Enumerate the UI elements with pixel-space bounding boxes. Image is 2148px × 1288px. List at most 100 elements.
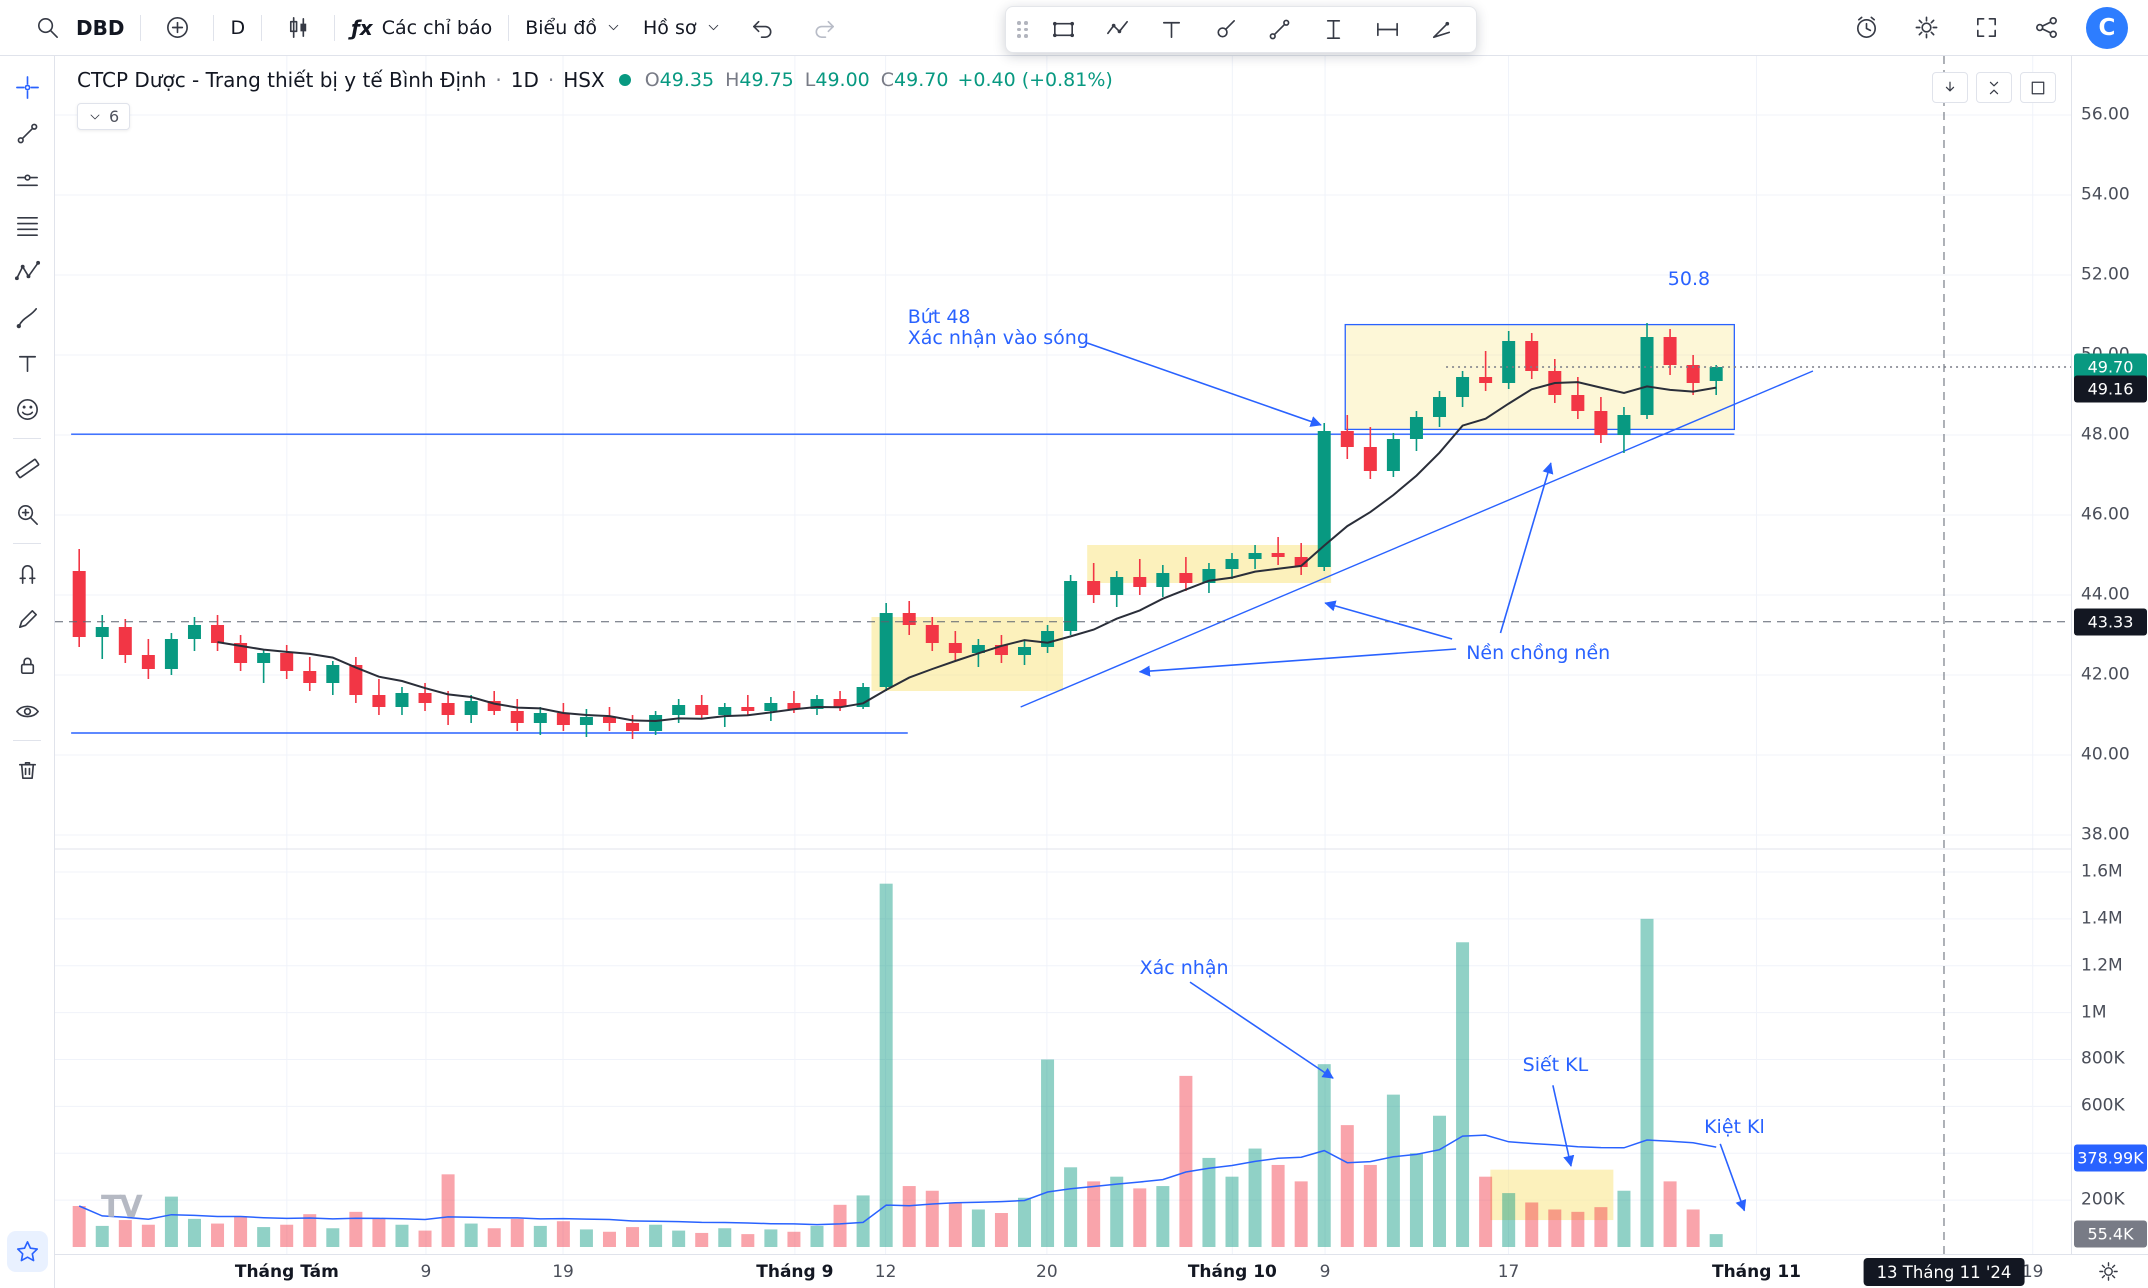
indicators-label: Các chỉ báo — [381, 16, 493, 39]
legend-title[interactable]: CTCP Dược - Trang thiết bị y tế Bình Địn… — [77, 68, 487, 92]
magnet-tool[interactable] — [5, 551, 49, 595]
chart-region: Bứt 48 Xác nhận vào sóng 50.8 Nền chồng nền… — [55, 56, 2148, 1288]
rectangle-tool[interactable] — [1036, 9, 1090, 50]
chevron-down-icon — [706, 20, 721, 35]
polyline-tool[interactable] — [1090, 9, 1144, 50]
freeform-tool[interactable] — [1414, 9, 1468, 50]
symbol-name: DBD — [76, 15, 125, 40]
toolbar-separator — [140, 14, 142, 41]
text-tool[interactable] — [5, 341, 49, 385]
sidebar-divider — [13, 543, 41, 544]
interval-button[interactable]: D — [219, 7, 256, 49]
fullscreen-button[interactable] — [1966, 8, 2006, 48]
plus-icon — [157, 8, 197, 48]
chevron-down-icon — [88, 110, 102, 124]
fullscreen-icon — [1973, 14, 2000, 41]
zoom-tool[interactable] — [5, 492, 49, 536]
time-tick: 19 — [2021, 1261, 2044, 1282]
fx-icon: ƒx — [351, 15, 373, 40]
candlestick-icon — [278, 8, 318, 48]
drawing-mode-tool[interactable] — [5, 597, 49, 641]
search-icon — [27, 8, 67, 48]
profile-button[interactable]: Hồ sơ — [632, 7, 731, 49]
toolbar-separator — [261, 14, 263, 41]
lock-drawings-tool[interactable] — [5, 643, 49, 687]
remove-drawings-tool[interactable] — [5, 748, 49, 792]
fib-retracement-tool[interactable] — [5, 203, 49, 247]
alert-clock-button[interactable] — [1846, 8, 1886, 48]
layout-label: Biểu đồ — [525, 16, 598, 39]
volume-tick: 1M — [2081, 1002, 2107, 1023]
crosshair-tool[interactable] — [5, 65, 49, 109]
account-avatar[interactable]: C — [2086, 6, 2128, 49]
legend-interval[interactable]: 1D — [510, 68, 539, 92]
pattern-tool[interactable] — [5, 249, 49, 293]
chart-legend: CTCP Dược - Trang thiết bị y tế Bình Địn… — [77, 68, 1113, 130]
time-tick: Tháng 9 — [756, 1261, 834, 1282]
time-tick: Tháng Tám — [234, 1261, 339, 1282]
measure-tool[interactable] — [1360, 9, 1414, 50]
legend-ohlc: O49.35 H49.75 L49.00 C49.70 — [644, 69, 949, 91]
gear-icon — [2097, 1260, 2120, 1283]
price-tick: 48.00 — [2081, 424, 2130, 445]
favorites-star-button[interactable] — [7, 1231, 48, 1272]
redo-button[interactable] — [794, 7, 856, 49]
arrow-down-icon — [1940, 78, 1960, 98]
time-tick: 17 — [1497, 1261, 1520, 1282]
time-axis[interactable]: 13 Tháng 11 '24 Tháng Tám 9 19 Tháng 9 12 20 T… — [55, 1254, 2148, 1288]
emoji-tool[interactable] — [5, 387, 49, 431]
legend-exchange[interactable]: HSX — [563, 68, 605, 92]
price-badge: 43.33 — [2074, 608, 2147, 636]
gear-icon — [1913, 14, 1940, 41]
ruler-tool[interactable] — [5, 446, 49, 490]
price-tick: 38.00 — [2081, 824, 2130, 845]
trendline-tool[interactable] — [5, 111, 49, 155]
volume-tick: 600K — [2081, 1095, 2125, 1116]
hide-drawings-tool[interactable] — [5, 689, 49, 733]
layout-button[interactable]: Biểu đồ — [514, 7, 632, 49]
volume-tick: 1.4M — [2081, 908, 2123, 929]
price-tick: 44.00 — [2081, 584, 2130, 605]
sidebar-divider — [13, 740, 41, 741]
time-tick: Tháng 10 — [1187, 1261, 1277, 1282]
position-tool[interactable] — [1306, 9, 1360, 50]
indicators-button[interactable]: ƒx Các chỉ báo — [340, 7, 503, 49]
pane-collapse-button[interactable] — [1976, 72, 2012, 103]
horizontal-line-tool[interactable] — [5, 157, 49, 201]
settings-button[interactable] — [1906, 8, 1946, 48]
toolbar-right-group: C — [1846, 6, 2132, 49]
pin-tool[interactable] — [1198, 9, 1252, 50]
top-toolbar: DBD D ƒx Các chỉ báo Biểu đồ Hồ sơ C — [0, 0, 2148, 56]
interval-label: D — [230, 16, 246, 39]
chart-canvas[interactable] — [55, 56, 2071, 1254]
undo-button[interactable] — [732, 7, 794, 49]
price-tick: 52.00 — [2081, 264, 2130, 285]
price-badge: 49.16 — [2074, 375, 2147, 403]
symbol-search-button[interactable]: DBD — [16, 7, 135, 49]
compare-add-button[interactable] — [146, 7, 208, 49]
price-axis[interactable]: 56.0054.0052.0050.0048.0046.0044.0042.00… — [2071, 56, 2148, 1254]
redo-icon — [805, 8, 845, 48]
time-tick: Tháng 11 — [1711, 1261, 1802, 1282]
pane-move-down-button[interactable] — [1932, 72, 1968, 103]
chart-type-button[interactable] — [267, 7, 329, 49]
volume-tick: 200K — [2081, 1189, 2125, 1210]
axis-settings-button[interactable] — [2097, 1260, 2120, 1283]
legend-collapse-button[interactable]: 6 — [77, 103, 131, 130]
trendline-tool[interactable] — [1252, 9, 1306, 50]
crosshair-date-badge: 13 Tháng 11 '24 — [1863, 1258, 2025, 1286]
alert-clock-icon — [1853, 14, 1880, 41]
text-tool[interactable] — [1144, 9, 1198, 50]
volume-tick: 1.2M — [2081, 955, 2123, 976]
share-button[interactable] — [2026, 8, 2066, 48]
collapse-icon — [1984, 78, 2004, 98]
drag-handle-icon[interactable] — [1017, 21, 1029, 38]
toolbar-separator — [334, 14, 336, 41]
legend-change: +0.40 (+0.81%) — [957, 69, 1113, 91]
volume-tick: 1.6M — [2081, 861, 2123, 882]
pane-maximize-button[interactable] — [2020, 72, 2056, 103]
brush-tool[interactable] — [5, 295, 49, 339]
price-tick: 40.00 — [2081, 744, 2130, 765]
pane-controls — [1932, 72, 2056, 103]
floating-drawing-toolbar — [1005, 6, 1477, 53]
